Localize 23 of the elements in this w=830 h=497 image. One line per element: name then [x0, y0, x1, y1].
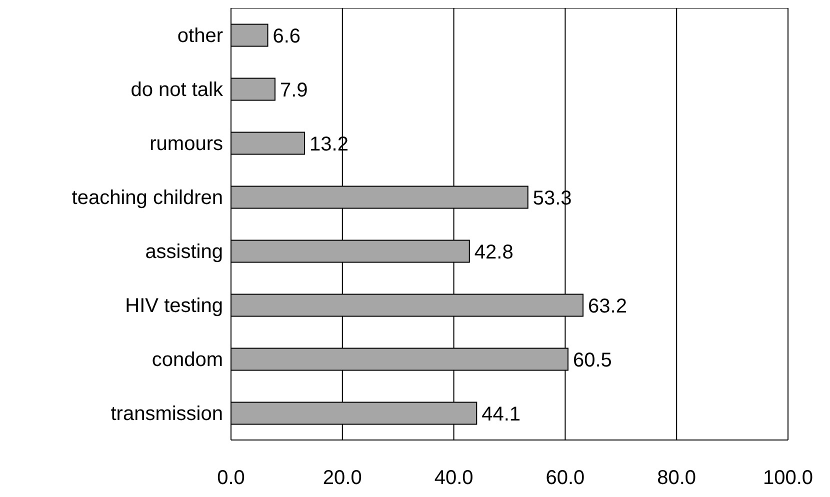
y-tick-label: condom: [152, 349, 223, 372]
data-label: 44.1: [482, 403, 521, 426]
bar: [231, 78, 276, 101]
x-tick-label: 60.0: [546, 467, 585, 489]
x-tick-label: 0.0: [217, 467, 245, 489]
data-label: 7.9: [280, 79, 308, 102]
y-tick-label: assisting: [145, 241, 223, 264]
y-tick-label: transmission: [110, 403, 223, 426]
y-tick-label: HIV testing: [125, 295, 223, 318]
data-label: 63.2: [588, 295, 627, 318]
x-tick-label: 100.0: [762, 467, 814, 489]
data-label: 42.8: [474, 241, 514, 264]
x-tick-label: 80.0: [657, 467, 696, 489]
y-tick-label: teaching children: [72, 187, 223, 210]
data-label: 60.5: [572, 349, 612, 372]
bar: [231, 24, 268, 47]
y-tick-label: do not talk: [130, 79, 224, 102]
data-label: 6.6: [272, 25, 301, 48]
x-tick-label: 40.0: [434, 467, 474, 489]
y-tick-label: other: [177, 25, 224, 48]
y-tick-label: rumours: [150, 133, 223, 156]
x-tick-label: 20.0: [322, 467, 362, 489]
bar: [231, 132, 306, 155]
